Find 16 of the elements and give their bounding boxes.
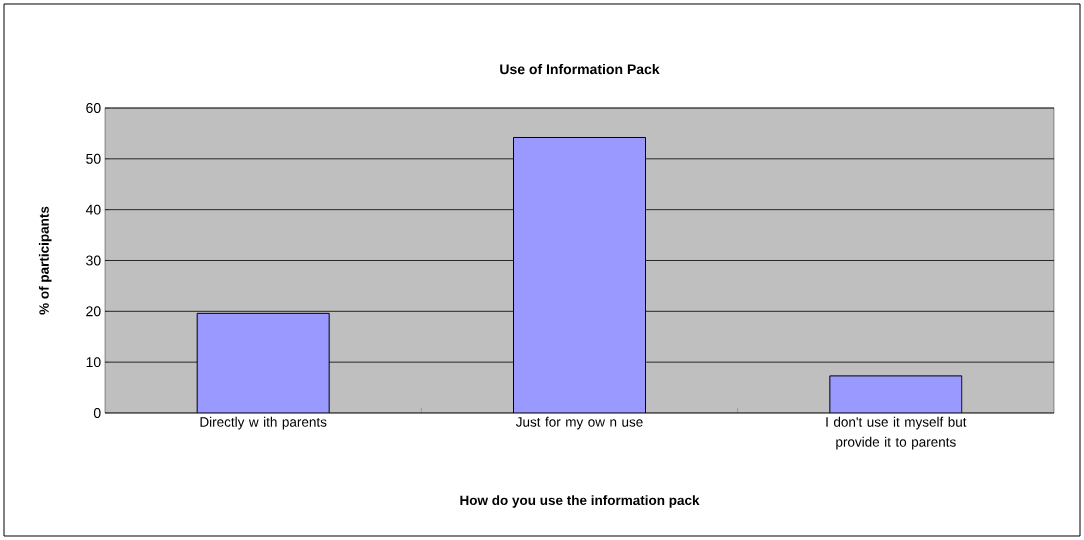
y-tick-label: 60 [86,103,101,113]
y-tick-label: 30 [86,255,101,266]
bar [513,136,646,413]
y-axis-title: % of participants [38,206,52,315]
x-axis-title: How do you use the information pack [460,495,700,508]
chart-title: Use of Information Pack [500,63,660,75]
y-tick-label: 20 [86,306,101,317]
x-tick-label: Directly w ith parents [200,416,327,430]
x-tick-label: Just for my ow n use [515,416,643,430]
y-tick-label: 40 [85,204,101,215]
y-tick-label: 0 [93,408,101,418]
bar [196,312,330,413]
y-tick-label: 10 [86,357,101,368]
y-tick-label: 50 [86,153,101,164]
x-tick-label: I don't use it myself but provide it to parents [826,416,967,450]
bar [829,375,963,413]
